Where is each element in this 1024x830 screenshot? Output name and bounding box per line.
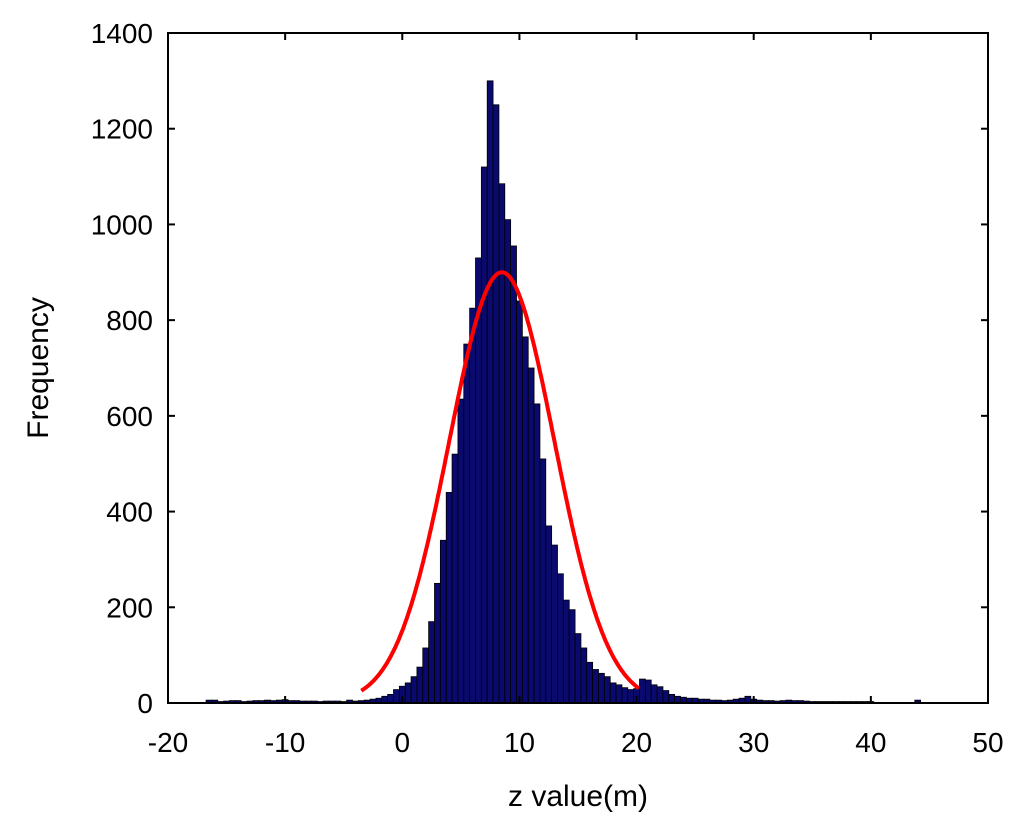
histogram-bar — [533, 403, 541, 704]
x-tick-label: -10 — [265, 727, 305, 758]
y-tick-label: 1200 — [91, 114, 153, 145]
histogram-bar — [574, 633, 582, 704]
histogram-bar — [662, 690, 670, 704]
histogram-bar — [627, 689, 635, 704]
y-tick-label: 800 — [106, 305, 153, 336]
histogram-bar — [568, 609, 576, 704]
histogram-bar — [527, 367, 535, 704]
histogram-bar — [603, 676, 611, 704]
histogram-bar — [580, 647, 588, 704]
histogram-bar — [480, 166, 488, 704]
y-axis-title: Frequency — [22, 297, 55, 439]
histogram-bar — [504, 219, 512, 704]
x-tick-label: -20 — [148, 727, 188, 758]
histogram-bar — [615, 684, 623, 704]
histogram-bar — [668, 693, 676, 704]
histogram-bar — [557, 573, 564, 704]
histogram-bar — [410, 676, 418, 704]
histogram-bar — [516, 300, 523, 704]
histogram-bar — [416, 666, 424, 704]
histogram-bar — [545, 525, 553, 704]
histogram-bar — [598, 672, 605, 704]
axis-tick-labels: -20 -10 0 10 20 30 40 50 0 200 400 600 800 1000 1200 14… — [91, 18, 1004, 758]
histogram-bar — [422, 647, 430, 704]
histogram-bar — [434, 582, 441, 704]
y-tick-label: 1400 — [91, 18, 153, 49]
x-tick-label: 0 — [394, 727, 410, 758]
y-tick-label: 1000 — [91, 209, 153, 240]
histogram-bar — [498, 183, 506, 704]
histogram-bar — [381, 695, 389, 704]
histogram-bar — [539, 458, 547, 704]
histogram-bar — [463, 343, 471, 704]
histogram-bar — [621, 687, 629, 704]
x-axis-title: z value(m) — [508, 780, 648, 813]
histogram-bar — [469, 307, 476, 704]
histogram-bar — [551, 544, 558, 704]
y-tick-label: 0 — [137, 688, 153, 719]
histogram-bar — [521, 336, 529, 704]
axis-ticks — [167, 32, 989, 704]
y-tick-label: 400 — [106, 497, 153, 528]
histogram-bar — [639, 678, 646, 704]
histogram-bar — [439, 539, 447, 704]
histogram-bar — [486, 80, 494, 704]
histogram-bar — [656, 686, 664, 704]
histogram-bar — [650, 684, 658, 704]
y-tick-label: 600 — [106, 401, 153, 432]
histogram-bar — [674, 695, 681, 704]
histogram-bar — [609, 682, 617, 704]
histogram-bar — [510, 245, 517, 704]
histogram-bar — [451, 453, 459, 704]
x-tick-label: 40 — [855, 727, 886, 758]
plot-frame — [167, 32, 989, 704]
x-tick-label: 30 — [738, 727, 769, 758]
histogram-bar — [428, 621, 435, 704]
x-tick-label: 20 — [621, 727, 652, 758]
fit-curve-layer — [360, 270, 641, 693]
histogram-bar — [404, 682, 412, 704]
x-tick-label: 50 — [972, 727, 1003, 758]
y-tick-label: 200 — [106, 592, 153, 623]
normal-fit-curve — [360, 270, 641, 693]
histogram-bar — [644, 679, 652, 704]
histogram-bar — [387, 693, 394, 704]
histogram-bar — [744, 695, 752, 704]
x-tick-label: 10 — [504, 727, 535, 758]
histogram-bar — [445, 492, 453, 704]
histogram-bar — [393, 689, 400, 704]
histogram-bar — [562, 599, 570, 704]
histogram-bar — [592, 669, 599, 704]
histogram-bar — [586, 661, 594, 704]
histogram-bar — [492, 104, 500, 704]
histogram-bar — [457, 398, 465, 704]
